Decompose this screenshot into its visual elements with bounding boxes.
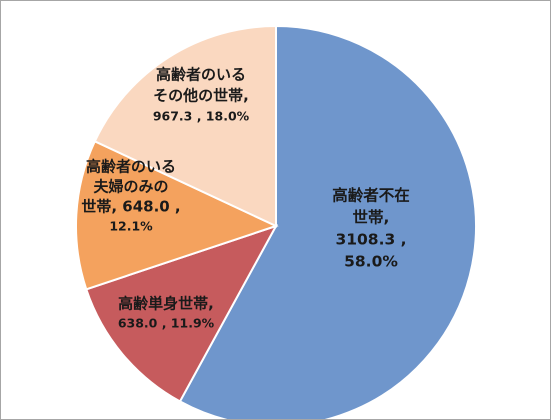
data-label-line: 高齢者のいる bbox=[156, 66, 246, 84]
data-label-line: 高齢者不在 bbox=[332, 186, 410, 205]
data-label-line: 世帯, 648.0 , bbox=[81, 198, 180, 216]
data-label-line: 高齢者のいる bbox=[86, 158, 176, 176]
data-label-line: 世帯, bbox=[353, 208, 390, 227]
data-label-line: 夫婦のみの bbox=[93, 178, 168, 196]
data-label-elderly-single-households: 高齢単身世帯, 638.0 , 11.9% bbox=[118, 295, 215, 331]
data-label-line: 58.0% bbox=[344, 253, 398, 271]
pie-slice-elderly-single-households bbox=[85, 224, 279, 403]
data-label-line: 638.0 , 11.9% bbox=[118, 316, 215, 331]
data-label-line: 高齢単身世帯, bbox=[118, 295, 214, 313]
pie-slice-no-elderly-households bbox=[178, 24, 477, 419]
pie-slice-elderly-other-households bbox=[93, 24, 277, 228]
data-label-line: 12.1% bbox=[109, 219, 153, 234]
slices-layer bbox=[75, 24, 477, 419]
pie-slice-elderly-couple-households bbox=[75, 139, 279, 291]
data-label-line: 3108.3 , bbox=[335, 231, 406, 249]
data-label-line: その他の世帯, bbox=[153, 87, 249, 105]
data-label-line: 967.3 , 18.0% bbox=[153, 109, 250, 124]
